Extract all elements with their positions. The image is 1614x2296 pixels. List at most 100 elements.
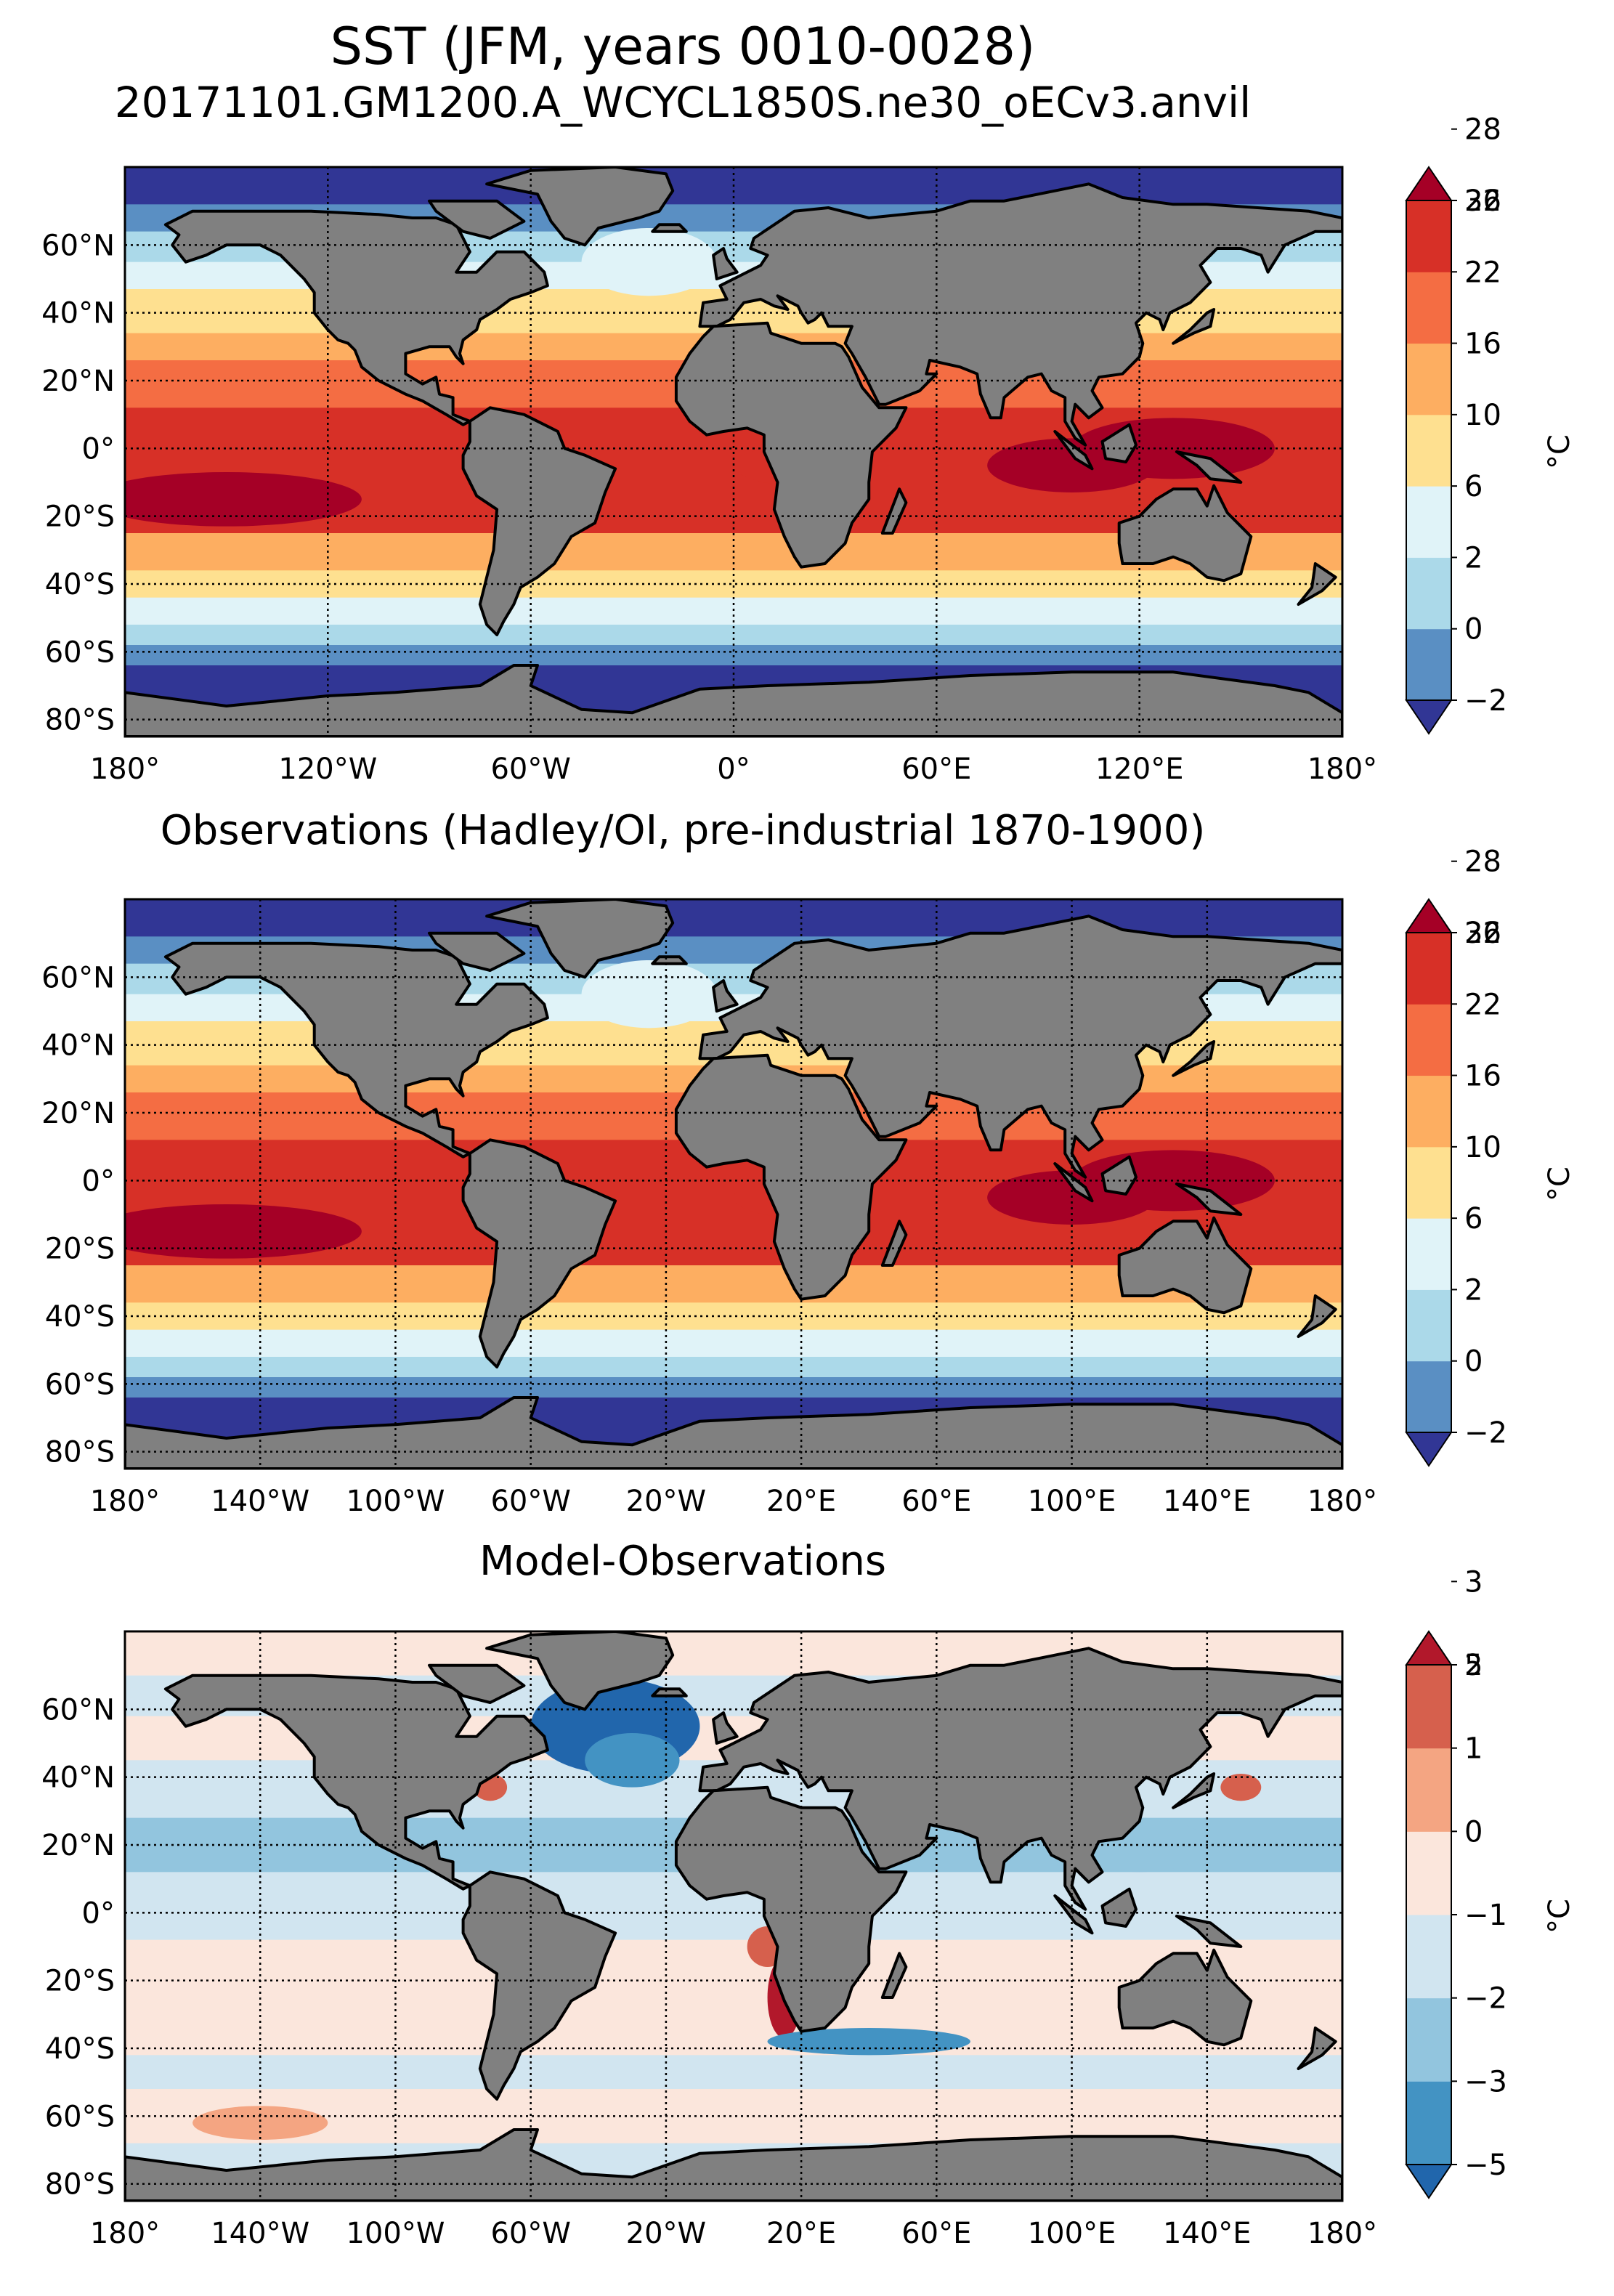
colorbar-extend-min (1405, 2164, 1453, 2199)
colorbar-tick-label: 2 (1464, 1273, 1483, 1307)
land-uk (712, 979, 739, 1013)
colorbar-tick-label: −1 (1464, 1899, 1507, 1932)
contour-feature (581, 228, 717, 296)
land-greenland (485, 899, 675, 979)
colorbar-tick-label: 16 (1464, 328, 1501, 361)
contour-band (125, 899, 1342, 938)
lat-tick-label: 40°N (41, 297, 115, 330)
lon-tick-label: 100°E (1028, 2217, 1116, 2250)
colorbar-tick-label: 2 (1464, 541, 1483, 575)
land-baffin (428, 199, 526, 240)
contour-band (125, 1357, 1342, 1378)
lat-tick-label: 80°S (45, 1436, 115, 1469)
land-sumatra (1053, 1894, 1094, 1935)
lat-tick-label: 60°N (41, 229, 115, 262)
colorbar-swatch (1406, 933, 1451, 1005)
colorbar-swatch (1406, 414, 1451, 487)
colorbar-tick-label: −2 (1464, 1416, 1507, 1450)
colorbar-swatch (1406, 1289, 1451, 1362)
lat-tick-label: 60°S (45, 2100, 115, 2133)
map-frame (123, 1630, 1344, 2202)
land-north-america (163, 941, 549, 1159)
colorbar-tick-label: 6 (1464, 470, 1483, 503)
colorbar-tick-label: 3 (1464, 1565, 1483, 1599)
colorbar-tick-label: 10 (1464, 399, 1501, 432)
land-baffin (428, 931, 526, 972)
land-new-guinea (1175, 450, 1243, 484)
contour-feature (192, 2106, 328, 2141)
sst-field (125, 899, 1342, 1469)
lon-tick-label: 60°W (490, 2217, 570, 2250)
colorbar-extend-max (1405, 1630, 1453, 1666)
figure-title: SST (JFM, years 0010-0028) (330, 17, 1036, 76)
land-eurasia (698, 914, 1342, 1179)
land-iceland (651, 1687, 688, 1697)
colorbar-swatch (1406, 628, 1451, 701)
lat-tick-label: 20°S (45, 1233, 115, 1266)
land-australia (1117, 484, 1253, 583)
contour-feature (125, 1204, 362, 1259)
lon-tick-label: 120°E (1095, 753, 1184, 786)
lon-tick-label: 140°W (211, 1485, 309, 1518)
lat-tick-label: 60°S (45, 636, 115, 669)
colorbar-swatch (1406, 1360, 1451, 1433)
colorbar-swatch (1406, 1218, 1451, 1290)
lon-tick-label: 100°W (346, 1485, 445, 1518)
colorbar-tick-label: 0 (1464, 1815, 1483, 1849)
lon-tick-label: 60°E (901, 1485, 971, 1518)
land-sumatra (1053, 1162, 1094, 1203)
lat-tick-label: 20°N (41, 1829, 115, 1862)
colorbar-frame (1406, 932, 1452, 1433)
land-madagascar (880, 1952, 908, 1999)
land-africa (674, 1053, 908, 1301)
lat-tick-label: 20°N (41, 365, 115, 398)
lat-tick-label: 80°S (45, 704, 115, 737)
colorbar-tick-label: 22 (1464, 256, 1501, 289)
lon-tick-label: 0° (717, 753, 750, 786)
land-borneo (1100, 423, 1137, 463)
colorbar-extend-max (1405, 898, 1453, 933)
contour-feature (767, 2028, 970, 2056)
colorbar-extend-min (1405, 1432, 1453, 1467)
colorbar-units-label: °C (1543, 1167, 1576, 1201)
colorbar-tick-label: 1 (1464, 1732, 1483, 1766)
colorbar-units-label: °C (1543, 1899, 1576, 1934)
land-greenland (485, 167, 675, 247)
colorbar-tick-label: 0 (1464, 1345, 1483, 1379)
contour-band (125, 1302, 1342, 1331)
lon-tick-label: 180° (1307, 2217, 1377, 2250)
contour-feature (125, 472, 362, 527)
contour-band (125, 1329, 1342, 1358)
colorbar-extend-min (1405, 699, 1453, 735)
lon-tick-label: 60°E (901, 2217, 971, 2250)
gridlines (125, 1631, 1342, 2201)
colorbar-tick-label: 16 (1464, 1060, 1501, 1093)
land-new-guinea (1175, 1183, 1243, 1216)
colorbar-swatch (1406, 1665, 1451, 1749)
map-panel-3: 60°N 40°N 20°N 0° 20°S 40°S 60°S 80°S 180° 140°W 1… (41, 1565, 1576, 2250)
land-north-america (163, 209, 549, 426)
colorbar-swatch (1406, 1075, 1451, 1148)
colorbar-units-label: °C (1543, 434, 1576, 469)
lon-tick-label: 140°E (1163, 2217, 1252, 2250)
colorbar-tick-label: 28 (1464, 113, 1501, 147)
land-australia (1117, 1948, 1253, 2047)
lat-tick-label: 20°S (45, 1965, 115, 1998)
colorbar-swatch (1406, 1004, 1451, 1076)
land-iceland (651, 955, 688, 965)
land-uk (712, 1711, 739, 1745)
colorbar-extend-max (1405, 166, 1453, 201)
colorbar-tick-label: 6 (1464, 1202, 1483, 1236)
land-japan (1172, 308, 1216, 345)
colorbar-tick-label: 10 (1464, 1131, 1501, 1164)
map-frame (123, 166, 1344, 738)
lon-tick-label: 180° (90, 753, 160, 786)
land-north-america (163, 1674, 549, 1891)
colorbar-swatch (1406, 557, 1451, 630)
land-eurasia (698, 182, 1342, 447)
colorbar-swatch (1406, 1146, 1451, 1219)
lon-tick-label: 180° (1307, 753, 1377, 786)
lon-tick-label: 20°W (626, 2217, 706, 2250)
